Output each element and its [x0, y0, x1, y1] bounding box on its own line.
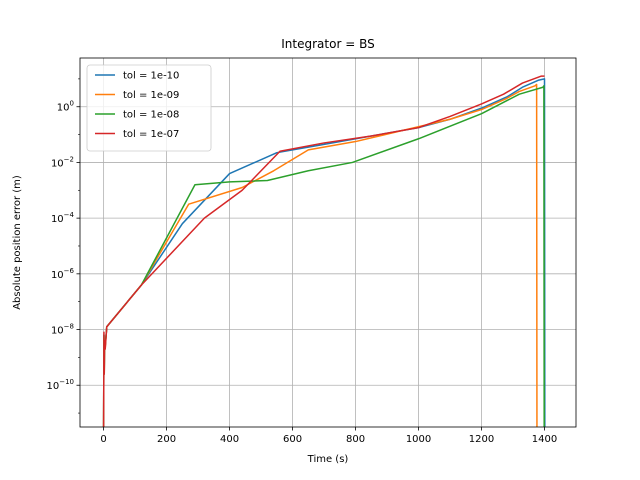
legend-box: [86, 64, 212, 152]
legend-label: tol = 1e-10: [123, 71, 179, 82]
y-tick-label: 10−6: [51, 267, 75, 281]
legend-label: tol = 1e-09: [123, 90, 179, 101]
x-axis-label: Time (s): [307, 454, 349, 465]
y-tick-label: 10−8: [51, 323, 74, 337]
x-tick-label: 1000: [406, 434, 431, 445]
y-tick-label: 10−4: [51, 211, 75, 225]
x-tick-label: 0: [100, 434, 106, 445]
chart-title: Integrator = BS: [281, 37, 374, 51]
y-tick-label: 10−10: [46, 378, 74, 392]
y-tick-label: 100: [57, 100, 74, 114]
series-group: [102, 75, 546, 427]
legend-label: tol = 1e-08: [123, 110, 179, 121]
x-tick-label: 1200: [469, 434, 494, 445]
x-tick-label: 400: [220, 434, 239, 445]
legend-label: tol = 1e-07: [123, 129, 179, 140]
legend: tol = 1e-10 tol = 1e-09 tol = 1e-08 tol = 1…: [86, 64, 212, 152]
x-tick-label: 600: [283, 434, 302, 445]
x-tick-label: 800: [346, 434, 365, 445]
series-line-4: [102, 75, 545, 427]
axes-frame: [79, 57, 577, 428]
x-tick-label: 200: [157, 434, 176, 445]
x-tick-label: 1400: [532, 434, 557, 445]
y-axis-label: Absolute position error (m): [12, 175, 23, 310]
y-tick-label: 10−2: [51, 155, 74, 169]
